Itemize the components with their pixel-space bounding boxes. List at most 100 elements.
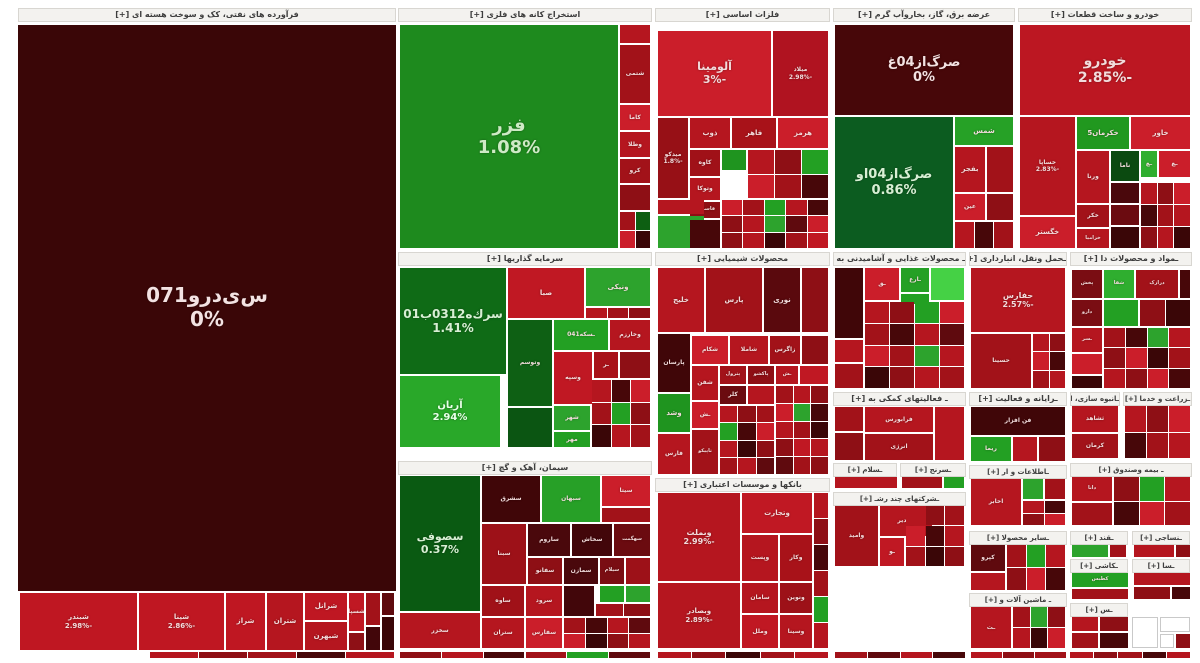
treemap-tile[interactable] xyxy=(1134,587,1170,599)
treemap-tile[interactable] xyxy=(802,268,828,332)
treemap-tile[interactable] xyxy=(933,652,965,658)
treemap-tile[interactable] xyxy=(1007,545,1026,567)
treemap-tile[interactable] xyxy=(931,268,964,300)
treemap-tile[interactable]: ناما xyxy=(1111,151,1139,181)
treemap-tile[interactable] xyxy=(1044,501,1065,513)
treemap-tile[interactable] xyxy=(944,477,964,488)
treemap-tile[interactable] xyxy=(1141,227,1157,248)
treemap-tile[interactable] xyxy=(1176,545,1190,557)
treemap-tile[interactable] xyxy=(987,147,1013,192)
treemap-tile[interactable] xyxy=(592,380,611,402)
treemap-tile[interactable] xyxy=(631,380,650,402)
treemap-tile[interactable] xyxy=(743,216,764,232)
treemap-tile[interactable] xyxy=(786,216,807,232)
treemap-tile[interactable] xyxy=(1165,300,1190,326)
treemap-tile[interactable] xyxy=(794,652,828,658)
treemap-tile[interactable] xyxy=(748,174,774,198)
treemap-tile[interactable] xyxy=(1030,628,1048,648)
treemap-tile[interactable]: کرو xyxy=(620,159,650,183)
treemap-tile[interactable] xyxy=(592,402,611,425)
treemap-tile[interactable] xyxy=(748,150,774,174)
treemap-tile[interactable] xyxy=(748,386,774,404)
treemap-tile[interactable] xyxy=(756,406,774,423)
treemap-tile[interactable] xyxy=(1125,432,1146,458)
treemap-tile[interactable]: شمس xyxy=(955,117,1013,145)
treemap-tile[interactable] xyxy=(1023,513,1044,525)
treemap-tile[interactable] xyxy=(620,185,650,210)
treemap-tile[interactable]: خلیج xyxy=(658,268,704,332)
treemap-tile[interactable] xyxy=(1049,370,1065,388)
treemap-tile[interactable]: کلر xyxy=(720,386,746,404)
treemap-tile[interactable]: ـش xyxy=(776,366,798,384)
treemap-tile[interactable] xyxy=(1165,477,1190,501)
treemap-tile[interactable]: ستران xyxy=(482,618,524,648)
treemap-tile[interactable] xyxy=(586,308,607,318)
treemap-tile[interactable] xyxy=(835,407,863,431)
treemap-tile[interactable] xyxy=(150,652,198,658)
treemap-tile[interactable]: وبملت -2.99% xyxy=(658,493,740,581)
treemap-tile[interactable] xyxy=(760,652,794,658)
treemap-tile[interactable] xyxy=(346,652,394,658)
treemap-tile[interactable]: وملل xyxy=(742,615,778,648)
sector-header-metal-ores[interactable]: استخراج کانه های فلزی [+] xyxy=(398,8,652,22)
treemap-tile[interactable]: دانا xyxy=(1072,477,1112,501)
treemap-tile[interactable] xyxy=(1104,328,1125,348)
treemap-tile[interactable] xyxy=(1049,352,1065,370)
treemap-tile[interactable] xyxy=(1140,300,1165,326)
treemap-tile[interactable] xyxy=(1169,368,1190,388)
treemap-tile[interactable] xyxy=(756,440,774,457)
treemap-tile[interactable] xyxy=(1023,501,1044,513)
treemap-tile[interactable] xyxy=(600,586,624,602)
treemap-tile[interactable]: وکار xyxy=(780,535,812,581)
treemap-tile[interactable] xyxy=(775,150,801,174)
treemap-tile[interactable] xyxy=(1048,628,1065,648)
treemap-tile[interactable] xyxy=(1111,183,1139,203)
treemap-tile[interactable]: کاوه xyxy=(690,150,720,176)
treemap-tile[interactable] xyxy=(585,633,607,648)
treemap-tile[interactable]: شپنا -2.86% xyxy=(139,593,224,650)
treemap-tile[interactable] xyxy=(720,423,738,440)
treemap-tile[interactable]: شفن xyxy=(692,366,718,400)
treemap-tile[interactable]: ـسکه041 xyxy=(554,320,608,350)
treemap-tile[interactable] xyxy=(722,216,743,232)
treemap-tile[interactable]: وسپه xyxy=(554,352,592,404)
treemap-tile[interactable]: شبندر -2.98% xyxy=(20,593,137,650)
treemap-tile[interactable] xyxy=(1013,628,1030,648)
treemap-tile[interactable] xyxy=(1141,205,1157,226)
treemap-tile[interactable] xyxy=(1147,432,1168,458)
treemap-tile[interactable] xyxy=(620,212,635,230)
treemap-tile[interactable]: فارس xyxy=(658,434,690,474)
treemap-tile[interactable]: پاکشو xyxy=(748,366,774,384)
treemap-tile[interactable]: نوری xyxy=(764,268,800,332)
treemap-tile[interactable] xyxy=(1169,406,1190,432)
treemap-tile[interactable] xyxy=(835,477,897,488)
treemap-tile[interactable] xyxy=(635,230,650,248)
treemap-tile[interactable] xyxy=(297,652,345,658)
treemap-tile[interactable] xyxy=(1134,545,1174,557)
treemap-tile[interactable]: کاما xyxy=(620,105,650,130)
treemap-tile[interactable]: کرمان xyxy=(1072,434,1118,458)
sector-header-utilities[interactable]: عرضه برق، گاز، بخاروآب گرم [+] xyxy=(833,8,1015,22)
treemap-tile[interactable] xyxy=(865,302,889,323)
treemap-tile[interactable] xyxy=(607,618,629,633)
treemap-tile[interactable]: سصوفی 0.37% xyxy=(400,476,480,611)
treemap-tile[interactable]: کطبس xyxy=(1072,573,1128,587)
treemap-tile[interactable] xyxy=(592,425,611,447)
treemap-tile[interactable] xyxy=(867,652,900,658)
treemap-tile[interactable] xyxy=(835,364,863,388)
treemap-tile[interactable]: خودرو -2.85% xyxy=(1020,25,1190,115)
treemap-tile[interactable] xyxy=(609,652,650,658)
treemap-tile[interactable] xyxy=(1044,513,1065,525)
sector-header-machinery[interactable]: ـ ماشین آلات و [+] xyxy=(969,593,1067,607)
treemap-tile[interactable]: شتمی xyxy=(620,45,650,103)
treemap-tile[interactable]: هرمز xyxy=(778,118,828,148)
treemap-tile[interactable]: ـارع xyxy=(901,268,929,292)
treemap-tile[interactable] xyxy=(720,406,738,423)
treemap-tile[interactable] xyxy=(807,200,828,216)
treemap-tile[interactable] xyxy=(1072,633,1098,648)
sector-header-investments[interactable]: سرمایه گذاریها [+] xyxy=(398,252,652,266)
treemap-tile[interactable] xyxy=(764,216,786,232)
treemap-tile[interactable] xyxy=(567,652,609,658)
treemap-tile[interactable] xyxy=(1003,652,1034,658)
treemap-tile[interactable] xyxy=(1169,432,1190,458)
